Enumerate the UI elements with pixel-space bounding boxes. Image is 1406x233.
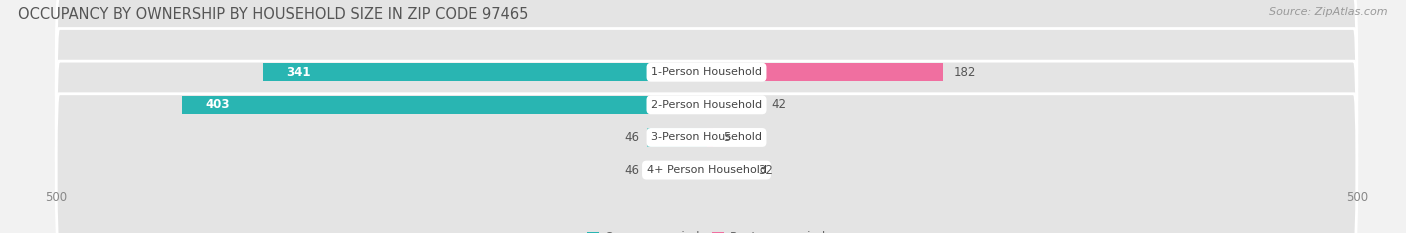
Text: 3-Person Household: 3-Person Household [651, 133, 762, 142]
Bar [707, 96, 761, 114]
Text: 46: 46 [624, 164, 638, 177]
Bar [647, 128, 707, 147]
FancyBboxPatch shape [56, 28, 1357, 181]
Text: 32: 32 [759, 164, 773, 177]
FancyBboxPatch shape [56, 94, 1357, 233]
FancyBboxPatch shape [56, 0, 1357, 149]
Bar [263, 63, 707, 81]
Text: 5: 5 [724, 131, 731, 144]
Text: 4+ Person Household: 4+ Person Household [647, 165, 766, 175]
Text: Source: ZipAtlas.com: Source: ZipAtlas.com [1270, 7, 1388, 17]
FancyBboxPatch shape [56, 61, 1357, 214]
Text: 1-Person Household: 1-Person Household [651, 67, 762, 77]
Text: 182: 182 [953, 66, 976, 79]
Bar [707, 161, 748, 179]
Text: OCCUPANCY BY OWNERSHIP BY HOUSEHOLD SIZE IN ZIP CODE 97465: OCCUPANCY BY OWNERSHIP BY HOUSEHOLD SIZE… [18, 7, 529, 22]
Text: 2-Person Household: 2-Person Household [651, 100, 762, 110]
Bar [707, 63, 943, 81]
Bar [183, 96, 707, 114]
Bar [647, 161, 707, 179]
Text: 46: 46 [624, 131, 638, 144]
Text: 403: 403 [205, 98, 231, 111]
Bar [707, 128, 713, 147]
Text: 341: 341 [287, 66, 311, 79]
Legend: Owner-occupied, Renter-occupied: Owner-occupied, Renter-occupied [582, 226, 831, 233]
Text: 42: 42 [772, 98, 786, 111]
